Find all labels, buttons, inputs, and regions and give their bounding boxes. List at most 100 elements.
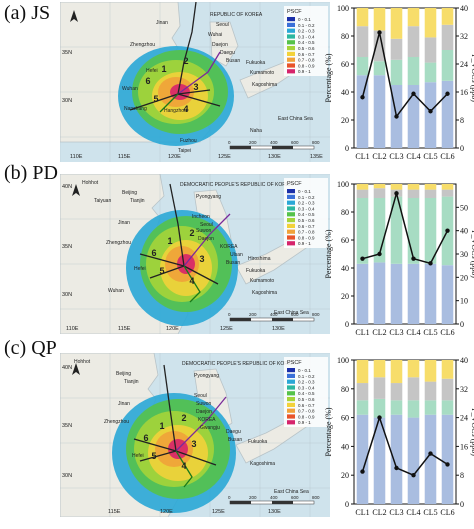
x-tick-label: CL1 [355,508,369,517]
place-label: Pyongyang [196,194,221,200]
plot-frame [353,7,457,149]
place-label: Hohhot [74,359,91,365]
bar-segment [373,198,386,263]
cluster-number: 1 [161,64,166,74]
bar-segment [390,360,403,384]
legend-label: 0.2 - 0.3 [298,29,315,34]
bar-segment [390,263,403,324]
bar-segment [373,398,386,418]
legend-swatch [287,17,295,22]
legend-swatch [287,402,295,407]
cluster-number: 2 [183,56,188,66]
place-label: Daegu [226,429,241,435]
cluster-number: 1 [159,421,164,431]
cluster-number: 5 [151,451,156,461]
y2-tick-label: 30 [460,250,468,259]
legend-label: 0.3 - 0.4 [298,206,315,211]
y-axis-label: Percentage (%) [324,53,333,102]
bar-segment [424,400,437,415]
y-tick-label: 100 [337,356,349,365]
panel-label-b: (b) PD [4,162,58,184]
chart-svg-c: CL1 CL2 CL3 CL4 CL5 CL6 0 20 40 60 80 100 0 8 16 24 32 40… [324,356,474,517]
place-label: Hefei [132,453,144,459]
bar-segment [441,378,454,401]
x-tick-label: CL2 [372,508,386,517]
latitude-label: 30N [62,98,72,104]
x-tick-label: CL6 [440,152,454,161]
place-label: Suwon [196,401,212,407]
trajectory-line [139,253,185,267]
legend-swatch [287,229,295,234]
bar-segment [407,26,420,57]
pvocs-point [428,109,433,114]
legend-label: 0.1 - 0.2 [298,195,315,200]
pvocs-point [377,251,382,257]
legend-label: 0.7 - 0.8 [298,230,315,235]
bar-segment [373,184,386,189]
pvocs-point [445,91,450,96]
legend-swatch [287,40,295,45]
y-tick-label: 40 [341,88,349,97]
y-tick-label: 20 [341,292,349,301]
scale-label: 600 [291,140,299,145]
y-tick-label: 40 [341,264,349,273]
place-label: Wuhan [108,288,124,294]
cluster-number: 5 [153,94,158,104]
x-tick-label: CL1 [355,328,369,337]
bar-segment [424,82,437,148]
cluster-number: 2 [189,228,194,238]
bar-segment [441,189,454,197]
bar-segment [390,38,403,60]
scale-bar-segment [230,318,251,321]
y2-tick-label: 0 [460,144,464,153]
bar-segment [407,85,420,148]
x-tick-label: CL4 [406,328,420,337]
scale-label: 200 [249,495,257,500]
pvocs-point [428,261,433,266]
bar-segment [373,360,386,378]
legend-swatch [287,46,295,51]
latitude-label: 35N [62,244,72,250]
legend-label: 0 - 0.1 [298,368,311,373]
bar-segment [424,263,437,324]
legend-swatch [287,379,295,384]
place-label: Fukuoka [246,60,265,66]
place-label: Seoul [216,22,229,28]
trajectory-line [169,183,185,267]
y-tick-label: 40 [341,442,349,451]
legend-swatch [287,34,295,39]
y2-axis-label: P_VOCs (ppb) [470,408,474,456]
place-label: Kumamoto [250,70,274,76]
cluster-number: 4 [181,461,186,471]
bar-segment [356,184,369,190]
legend-label: 0.4 - 0.5 [298,212,315,217]
pscf-map-b: 1 2 3 4 5 6 Hohhot Beijing Tianjin Taiyuan Jinan Py… [60,174,330,334]
place-label: Busan [228,437,242,443]
y2-tick-label: 0 [460,500,464,509]
longitude-label: 130E [272,326,285,332]
place-label: Wuhan [122,86,138,92]
scale-label: 400 [270,495,278,500]
legend-label: 0.6 - 0.7 [298,403,315,408]
place-label: DEMOCRATIC PEOPLE'S REPUBLIC OF KOREA [180,182,293,188]
x-tick-label: CL4 [406,508,420,517]
place-label: Hangzhou [164,108,187,114]
y-tick-label: 80 [341,208,349,217]
scale-bar-segment [272,501,293,504]
trajectory-line [129,93,179,111]
y-tick-label: 60 [341,60,349,69]
panel-label-a: (a) JS [4,2,51,24]
bar-segment [390,400,403,415]
bar-segment [356,75,369,148]
trajectory-line [163,364,177,452]
y2-tick-label: 50 [460,203,468,212]
y2-axis-label: P_VOCs (ppb) [470,230,474,278]
pvocs-line [362,190,449,265]
legend-swatch [287,397,295,402]
place-label: Zhengzhou [104,419,129,425]
place-label: KOREA [220,244,238,250]
bar-segment [441,360,454,379]
place-label: KOREA [198,417,216,423]
legend-title: PSCF [287,181,302,187]
scale-bar-segment [230,501,251,504]
